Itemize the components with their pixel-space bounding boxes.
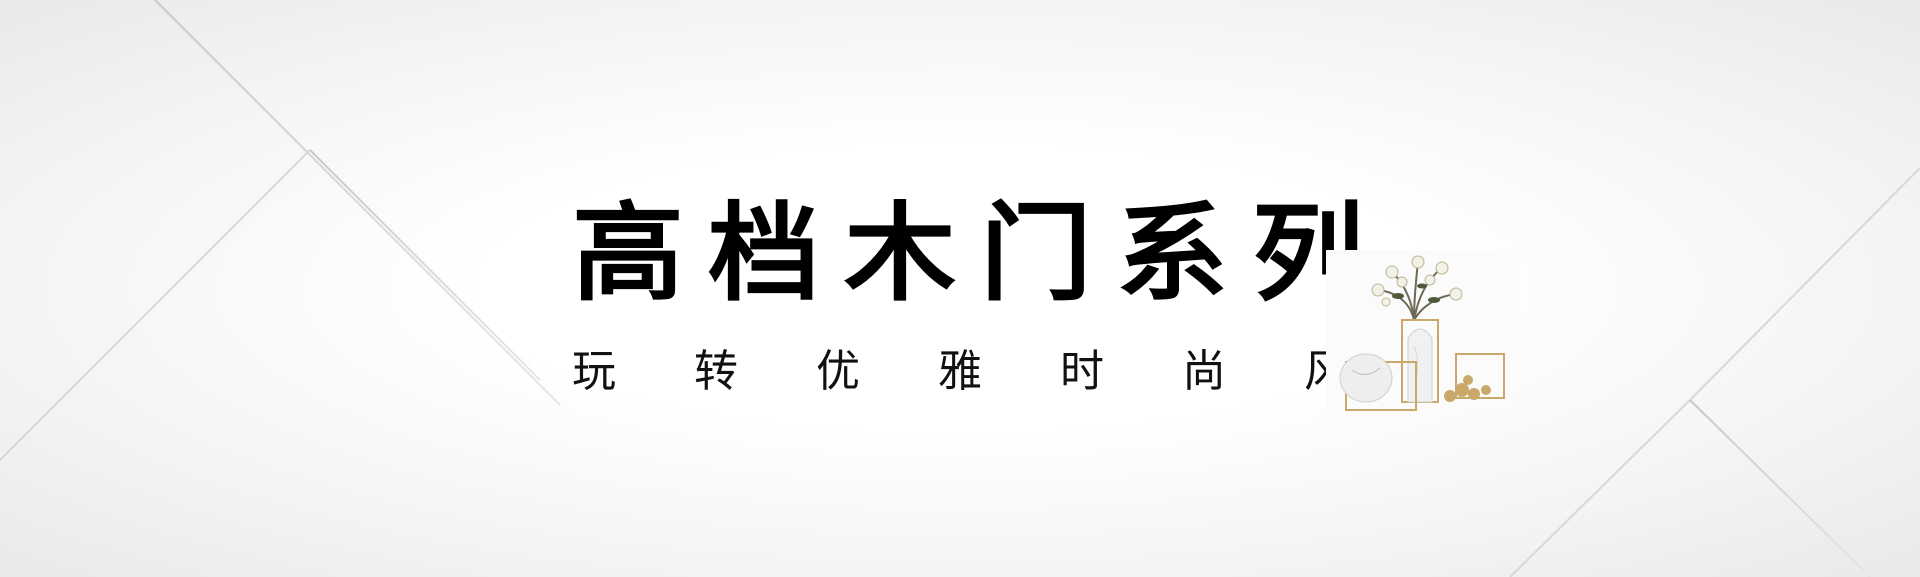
vase-flowers-decor-icon xyxy=(1326,250,1514,414)
banner-title: 高档木门系列 xyxy=(572,192,1388,316)
banner-subtitle: 玩转优雅时尚风 xyxy=(572,346,1426,397)
